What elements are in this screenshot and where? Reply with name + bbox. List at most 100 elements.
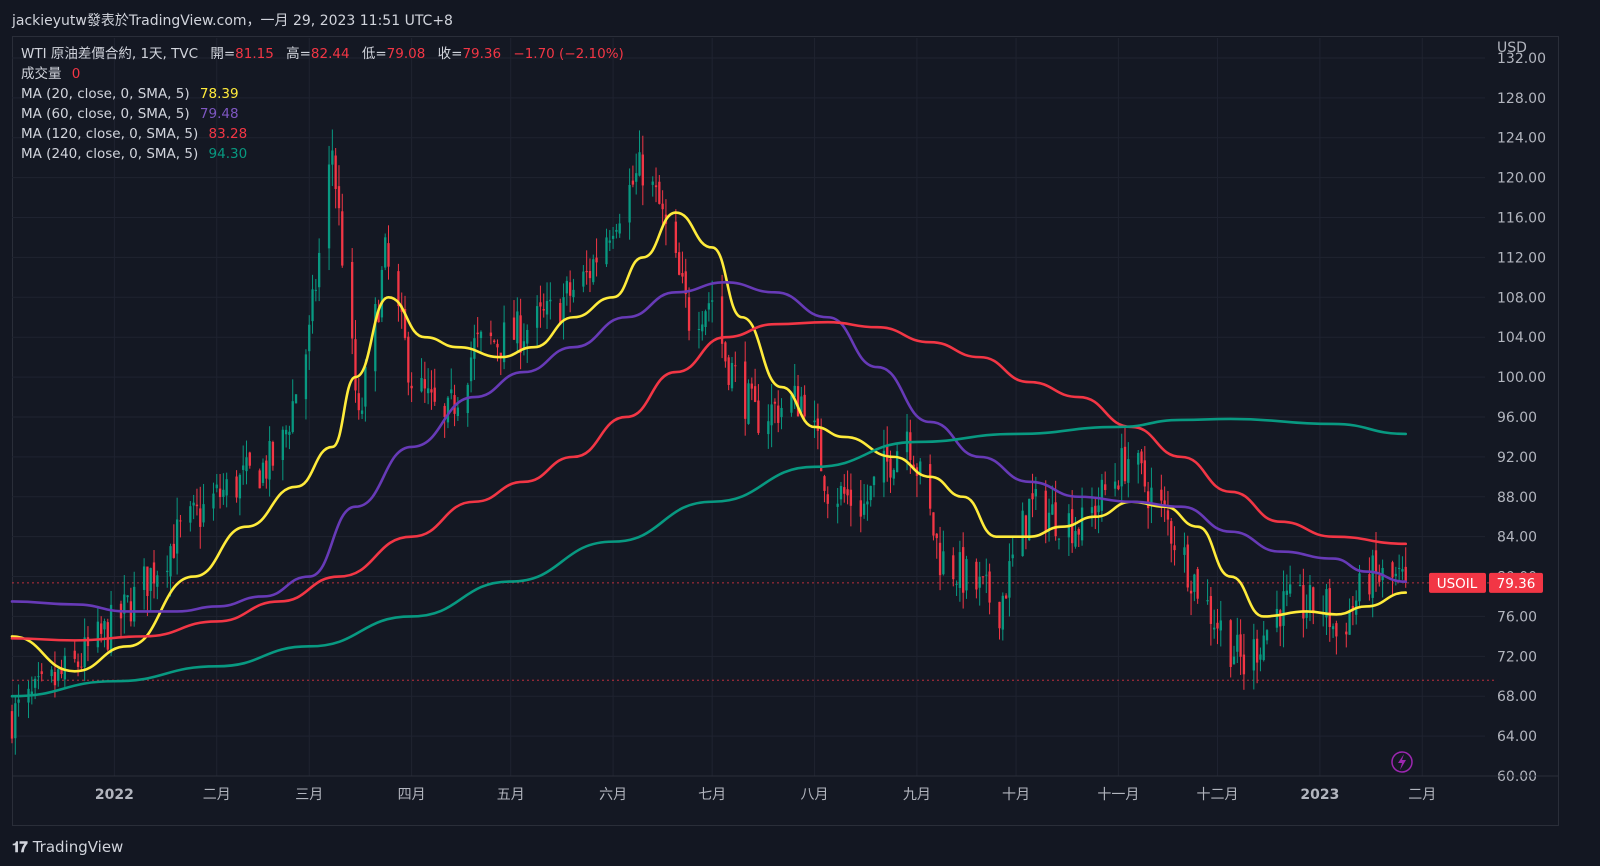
candle-body <box>595 257 598 263</box>
candle-body <box>1150 487 1153 505</box>
candle-body <box>1305 612 1308 618</box>
candle-body <box>757 400 760 433</box>
candle-body <box>1325 589 1328 618</box>
candle-body <box>727 357 730 385</box>
candle-body <box>456 407 460 417</box>
candle-body <box>684 271 687 295</box>
candle-body <box>1127 459 1130 483</box>
candle-body <box>1351 605 1355 610</box>
lightning-icon[interactable] <box>1391 751 1413 773</box>
last-price-tag[interactable] <box>1489 572 1543 593</box>
candle-body <box>327 164 331 249</box>
candle-body <box>1397 567 1401 569</box>
y-tick-label: 120.00 <box>1497 171 1546 187</box>
candle-body <box>450 389 453 394</box>
tradingview-logo-icon[interactable]: 𝟏𝟕 <box>12 838 28 856</box>
candle-body <box>1100 479 1104 511</box>
candle-body <box>1242 654 1246 675</box>
high-label: 高= <box>286 46 311 62</box>
candle-body <box>872 476 876 486</box>
x-tick-label: 五月 <box>497 787 525 803</box>
footer: 𝟏𝟕 TradingView <box>12 838 123 856</box>
candle-body <box>133 586 136 622</box>
candle-body <box>364 366 367 407</box>
candle-body <box>846 489 849 496</box>
candle-body <box>499 352 502 357</box>
y-tick-label: 72.00 <box>1497 649 1537 665</box>
candle-body <box>1166 510 1170 520</box>
candle-body <box>291 401 294 432</box>
candle-body <box>410 385 413 389</box>
footer-brand[interactable]: TradingView <box>32 838 124 856</box>
candle-body <box>351 261 354 339</box>
ma-label[interactable]: MA (20, close, 0, SMA, 5) <box>21 86 190 102</box>
candle-body <box>1213 627 1216 630</box>
candle-body <box>1394 573 1397 577</box>
ma-value: 94.30 <box>208 146 248 162</box>
candle-body <box>1031 493 1034 500</box>
x-tick-label: 2022 <box>95 787 134 803</box>
candle-body <box>800 396 803 413</box>
symbol-tag[interactable] <box>1429 572 1486 593</box>
candle-body <box>380 269 384 318</box>
candle-body <box>334 155 337 189</box>
candle-body <box>384 237 387 268</box>
candle-body <box>773 401 777 404</box>
candle-body <box>446 397 450 423</box>
candle-body <box>535 306 539 328</box>
candle-body <box>1255 638 1259 663</box>
high-value: 82.44 <box>310 46 350 62</box>
candle-body <box>985 574 988 576</box>
candle-body <box>843 487 846 494</box>
candle-body <box>1057 538 1061 540</box>
candle-body <box>744 361 747 419</box>
symbol-title[interactable]: WTI 原油差價合約, 1天, TVC <box>21 46 199 62</box>
candle-body <box>294 394 298 404</box>
candle-body <box>549 299 552 302</box>
y-tick-label: 96.00 <box>1497 410 1537 426</box>
y-tick-label: 132.00 <box>1497 51 1546 67</box>
candle-body <box>235 476 238 498</box>
open-value: 81.15 <box>235 46 274 62</box>
candle-body <box>1209 596 1213 624</box>
candle-body <box>407 336 410 383</box>
candle-body <box>1282 591 1285 626</box>
moving-average-line <box>10 211 1408 673</box>
candle-body <box>304 354 308 400</box>
candle-body <box>175 519 179 554</box>
candle-body <box>433 387 436 402</box>
candle-body <box>212 493 215 509</box>
change-value: −1.70 (−2.10%) <box>513 46 624 62</box>
candle-body <box>909 432 912 461</box>
candle-body <box>1104 484 1107 491</box>
candle-body <box>1140 451 1143 464</box>
candle-body <box>489 332 493 337</box>
candle-body <box>1374 550 1378 573</box>
ma-label[interactable]: MA (120, close, 0, SMA, 5) <box>21 126 199 142</box>
candle-body <box>1146 491 1150 509</box>
candle-body <box>60 669 63 675</box>
candle-body <box>106 622 109 650</box>
y-tick-label: 112.00 <box>1497 250 1546 266</box>
candle-body <box>1143 460 1146 487</box>
candle-body <box>658 181 661 204</box>
volume-label[interactable]: 成交量 <box>21 66 62 82</box>
ma-row: MA (60, close, 0, SMA, 5) 79.48 <box>21 104 624 124</box>
volume-value: 0 <box>71 66 81 82</box>
candle-body <box>975 561 978 590</box>
volume-row: 成交量 0 <box>21 64 624 84</box>
candle-body <box>423 379 426 389</box>
candle-body <box>73 650 76 659</box>
candle-body <box>1008 561 1011 598</box>
candle-body <box>1401 569 1404 572</box>
candle-body <box>585 270 588 273</box>
candle-body <box>146 566 149 597</box>
ma-label[interactable]: MA (60, close, 0, SMA, 5) <box>21 106 190 122</box>
currency-label: USD <box>1497 40 1527 56</box>
candle-body <box>314 289 318 291</box>
candle-body <box>96 621 100 648</box>
ma-label[interactable]: MA (240, close, 0, SMA, 5) <box>21 146 199 162</box>
candle-body <box>981 576 985 578</box>
candle-body <box>1120 448 1123 487</box>
